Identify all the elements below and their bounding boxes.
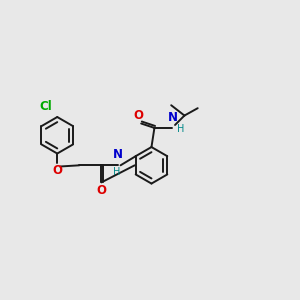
Text: O: O (52, 164, 62, 177)
Text: H: H (113, 167, 121, 177)
Text: H: H (177, 124, 184, 134)
Text: N: N (168, 111, 178, 124)
Text: O: O (134, 109, 144, 122)
Text: O: O (96, 184, 106, 197)
Text: Cl: Cl (39, 100, 52, 113)
Text: N: N (113, 148, 123, 161)
